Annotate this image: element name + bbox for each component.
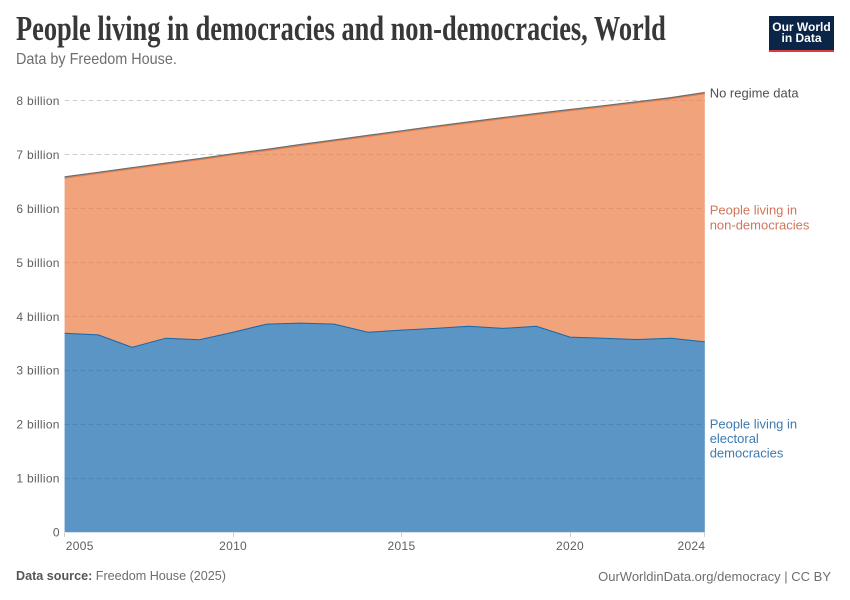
svg-text:0: 0 [53, 526, 60, 540]
svg-text:People living in: People living in [710, 203, 797, 218]
svg-text:2020: 2020 [556, 539, 584, 553]
svg-text:democracies: democracies [710, 446, 784, 461]
svg-text:3 billion: 3 billion [16, 364, 59, 378]
svg-text:2015: 2015 [388, 539, 416, 553]
svg-text:No regime data: No regime data [710, 86, 800, 101]
svg-text:5 billion: 5 billion [16, 256, 59, 270]
svg-text:non-democracies: non-democracies [710, 218, 810, 233]
svg-text:4 billion: 4 billion [16, 310, 59, 324]
svg-text:8 billion: 8 billion [16, 94, 59, 108]
svg-text:2010: 2010 [219, 539, 247, 553]
svg-text:6 billion: 6 billion [16, 202, 59, 216]
svg-text:electoral: electoral [710, 431, 759, 446]
svg-text:2005: 2005 [66, 539, 94, 553]
svg-text:2 billion: 2 billion [16, 418, 59, 432]
svg-text:People living in: People living in [710, 416, 797, 431]
svg-text:1 billion: 1 billion [16, 472, 59, 486]
svg-text:2024: 2024 [677, 539, 705, 553]
svg-text:7 billion: 7 billion [16, 148, 59, 162]
